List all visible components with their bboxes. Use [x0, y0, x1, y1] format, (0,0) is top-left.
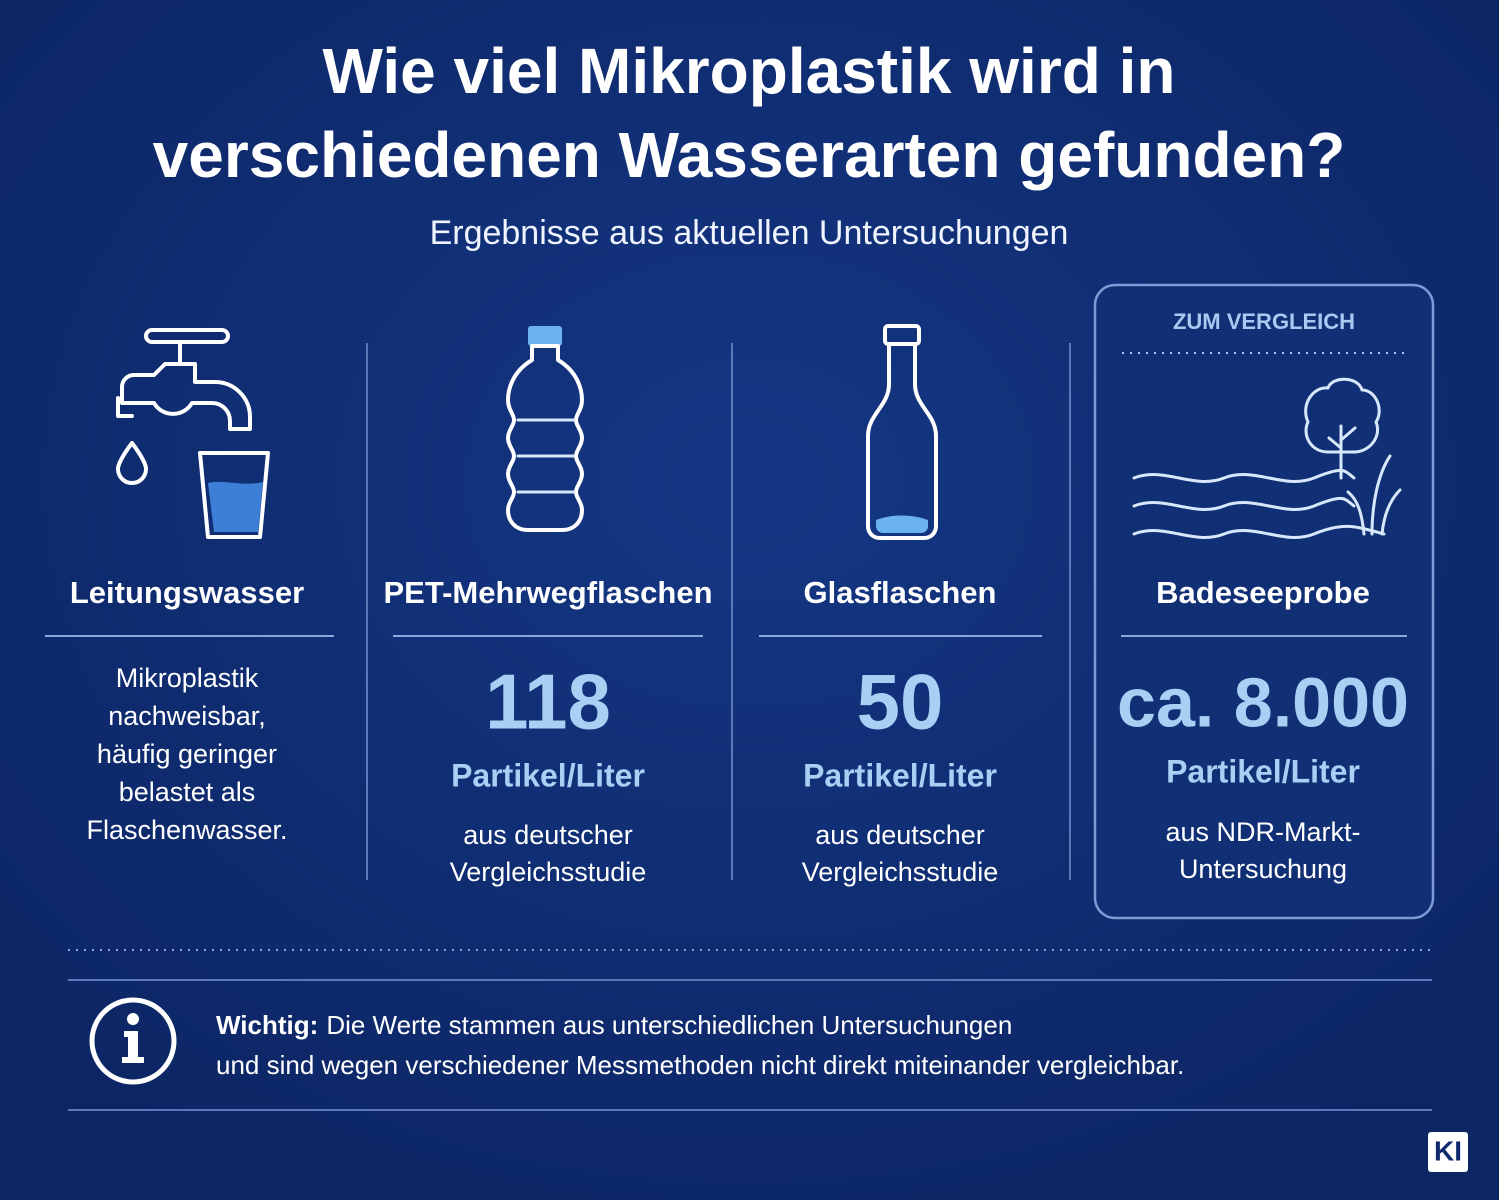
description-line: aus deutscher: [463, 820, 633, 850]
title-line: Wie viel Mikroplastik wird in: [323, 35, 1176, 107]
columns: Leitungswasser Mikroplastik nachweisbar, hä…: [45, 575, 1409, 887]
column-heading: Badeseeprobe: [1156, 575, 1370, 610]
description-line: Untersuchung: [1179, 854, 1347, 884]
subtitle: Ergebnisse aus aktuellen Untersuchungen: [430, 214, 1069, 252]
unit: Partikel/Liter: [451, 757, 645, 793]
column-heading: Leitungswasser: [70, 575, 304, 610]
note-line: Wichtig: Die Werte stammen aus unterschie…: [216, 1010, 1012, 1040]
description-line: aus NDR-Markt-: [1165, 817, 1360, 847]
faucet-icon: [116, 328, 270, 539]
comparison-box: [1093, 283, 1435, 920]
column-heading: Glasflaschen: [804, 575, 997, 610]
glass-bottle-icon: [866, 324, 938, 540]
badge: [1428, 1132, 1468, 1172]
note-text: Die Werte stammen aus unterschiedlichen …: [326, 1010, 1012, 1040]
pet-bottle-icon: [506, 326, 584, 532]
value: 118: [485, 658, 611, 746]
description-line: häufig geringer: [97, 739, 277, 769]
title-line: verschiedenen Wasserarten gefunden?: [153, 119, 1346, 191]
value: ca. 8.000: [1117, 663, 1409, 741]
comparison-tag: ZUM VERGLEICH: [1173, 309, 1355, 334]
value: 50: [857, 658, 944, 746]
unit: Partikel/Liter: [1166, 753, 1360, 789]
unit: Partikel/Liter: [803, 757, 997, 793]
note-line: und sind wegen verschiedener Messmethode…: [216, 1050, 1184, 1080]
description-line: nachweisbar,: [108, 701, 266, 731]
description-line: Mikroplastik: [116, 663, 259, 693]
description-line: aus deutscher: [815, 820, 985, 850]
column-heading: PET-Mehrwegflaschen: [383, 575, 712, 610]
description-line: belastet als: [119, 777, 256, 807]
description-line: Flaschenwasser.: [86, 815, 287, 845]
info-icon: [89, 997, 177, 1085]
badge-text: KI: [1434, 1135, 1462, 1166]
description-line: Vergleichsstudie: [450, 857, 647, 887]
lake-icon: [1132, 377, 1402, 539]
note-label: Wichtig:: [216, 1010, 318, 1040]
description-line: Vergleichsstudie: [802, 857, 999, 887]
